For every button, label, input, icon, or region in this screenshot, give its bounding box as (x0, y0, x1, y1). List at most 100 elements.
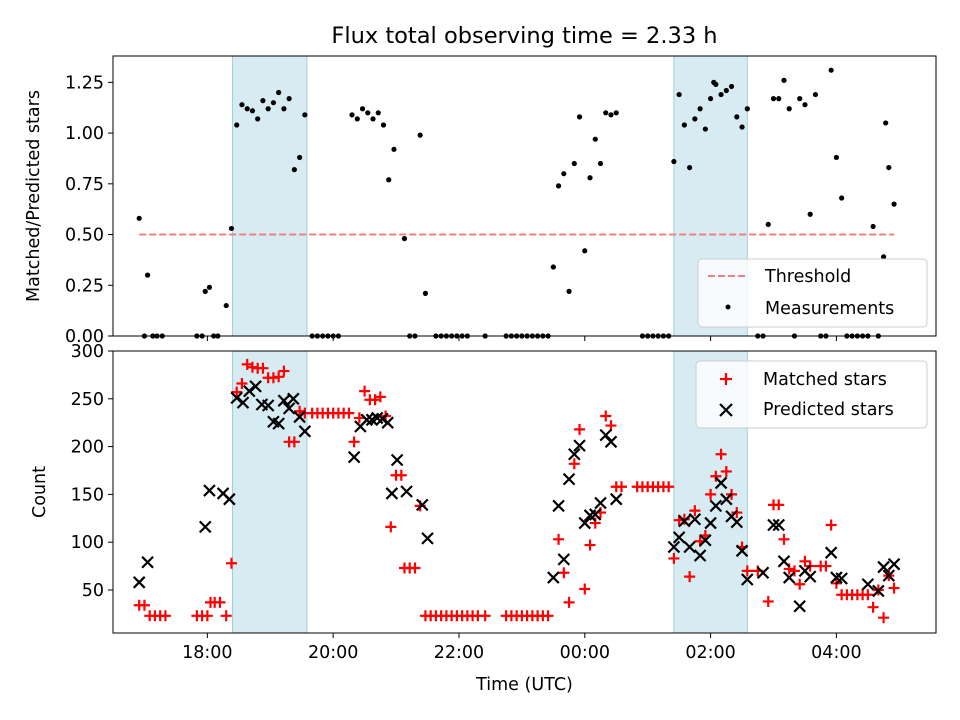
matched-star-point-95 (689, 505, 701, 517)
measurement-point-94 (718, 91, 724, 98)
predicted-star-point-73 (882, 569, 896, 582)
matched-star-point-25 (288, 436, 300, 448)
matched-star-point-71 (553, 533, 565, 545)
matched-star-point-101 (720, 465, 732, 477)
matched-star-point-43 (385, 521, 397, 533)
predicted-star-point-50 (699, 533, 712, 547)
measurement-point-12 (223, 302, 229, 309)
measurement-point-85 (676, 91, 682, 98)
matched-star-point-90 (663, 481, 675, 493)
measurement-point-124 (880, 254, 887, 260)
x-tick-label-5: 04:00 (811, 643, 861, 663)
matched-star-point-130 (888, 582, 900, 594)
predicted-star-point-64 (793, 599, 806, 613)
matched-star-point-70 (542, 610, 554, 622)
y-tick-label-5: 300 (71, 342, 104, 362)
measurement-point-71 (582, 248, 588, 254)
predicted-star-point-14 (277, 394, 291, 407)
matched-star-point-94 (684, 571, 696, 583)
top-chart-title: Flux total observing time = 2.33 h (331, 23, 717, 49)
measurement-point-89 (697, 106, 703, 112)
matched-star-point-8 (201, 610, 213, 622)
predicted-star-point-2 (198, 520, 212, 534)
y-tick-label-0: 0.00 (65, 327, 104, 347)
matched-star-point-12 (220, 610, 232, 622)
measurement-point-69 (571, 160, 577, 167)
matched-star-point-128 (878, 612, 890, 624)
predicted-star-point-51 (704, 516, 717, 530)
measurement-point-17 (249, 108, 256, 114)
predicted-star-point-59 (756, 566, 770, 580)
predicted-star-point-33 (557, 553, 571, 566)
predicted-star-point-44 (667, 540, 681, 554)
predicted-star-point-9 (249, 380, 262, 393)
predicted-star-point-63 (782, 571, 796, 584)
measurement-point-93 (713, 81, 719, 88)
predicted-star-point-39 (588, 508, 602, 521)
legend-measurements-swatch (725, 304, 731, 310)
measurement-point-70 (576, 114, 583, 120)
measurement-point-76 (608, 112, 614, 118)
measurement-point-95 (723, 87, 729, 94)
measurement-point-109 (802, 102, 808, 108)
y-tick-label-1: 100 (71, 533, 104, 553)
measurement-point-77 (613, 110, 619, 116)
predicted-star-point-36 (573, 439, 586, 452)
matched-star-point-45 (395, 469, 407, 481)
shaded-region-0 (232, 350, 308, 634)
top-panel: 0.00 0.25 0.50 0.75 1.00 1.25 Matched/Predict… (24, 55, 937, 347)
measurement-point-18 (255, 116, 261, 122)
matched-star-point-36 (348, 436, 360, 448)
predicted-star-point-11 (261, 399, 275, 412)
measurement-point-103 (770, 96, 777, 102)
top-y-axis-label: Matched/Predicted stars (24, 90, 44, 302)
predicted-star-point-18 (298, 425, 312, 438)
measurement-point-19 (260, 98, 266, 104)
matched-star-point-110 (778, 533, 790, 545)
legend-measurements-label: Measurements (765, 299, 894, 319)
matched-star-point-38 (359, 385, 371, 397)
x-tick-label-0: 18:00 (182, 643, 232, 663)
predicted-star-point-54 (720, 492, 733, 506)
predicted-star-point-69 (835, 572, 848, 585)
matched-star-point-1 (138, 599, 150, 611)
x-tick-label-1: 20:00 (308, 643, 358, 663)
measurement-point-8 (202, 288, 208, 294)
measurement-point-34 (349, 112, 355, 118)
measurement-point-13 (228, 225, 235, 232)
matched-star-point-19 (257, 362, 269, 374)
matched-star-point-37 (353, 412, 365, 424)
predicted-star-point-46 (678, 514, 691, 528)
predicted-star-point-70 (861, 577, 875, 591)
matched-star-point-118 (825, 519, 837, 531)
predicted-star-point-0 (132, 576, 146, 589)
matched-star-point-81 (605, 420, 617, 432)
predicted-star-point-62 (777, 555, 791, 568)
measurement-point-98 (739, 124, 745, 130)
predicted-star-point-21 (360, 413, 373, 427)
predicted-star-point-74 (887, 557, 901, 571)
y-tick-label-4: 1.00 (65, 124, 104, 144)
matched-star-point-93 (678, 513, 690, 525)
measurement-point-42 (391, 146, 397, 152)
measurement-point-68 (566, 288, 572, 294)
legend-matched-label: Matched stars (763, 370, 887, 390)
measurement-point-35 (354, 116, 360, 122)
matched-star-point-107 (762, 595, 774, 607)
y-tick-label-5: 1.25 (65, 73, 104, 93)
predicted-star-point-26 (385, 487, 399, 500)
measurement-point-126 (886, 164, 892, 171)
predicted-star-point-66 (803, 570, 817, 583)
predicted-star-point-32 (552, 499, 565, 513)
legend-threshold-label: Threshold (764, 267, 851, 287)
x-tick-label-2: 22:00 (434, 643, 484, 663)
predicted-star-point-48 (688, 512, 702, 526)
measurement-point-23 (281, 106, 287, 112)
predicted-star-point-52 (709, 499, 723, 513)
matched-star-point-72 (558, 567, 570, 579)
measurement-point-116 (839, 195, 845, 201)
matched-star-point-83 (615, 481, 627, 493)
measurement-point-9 (206, 284, 213, 290)
matched-star-point-5 (159, 610, 171, 622)
